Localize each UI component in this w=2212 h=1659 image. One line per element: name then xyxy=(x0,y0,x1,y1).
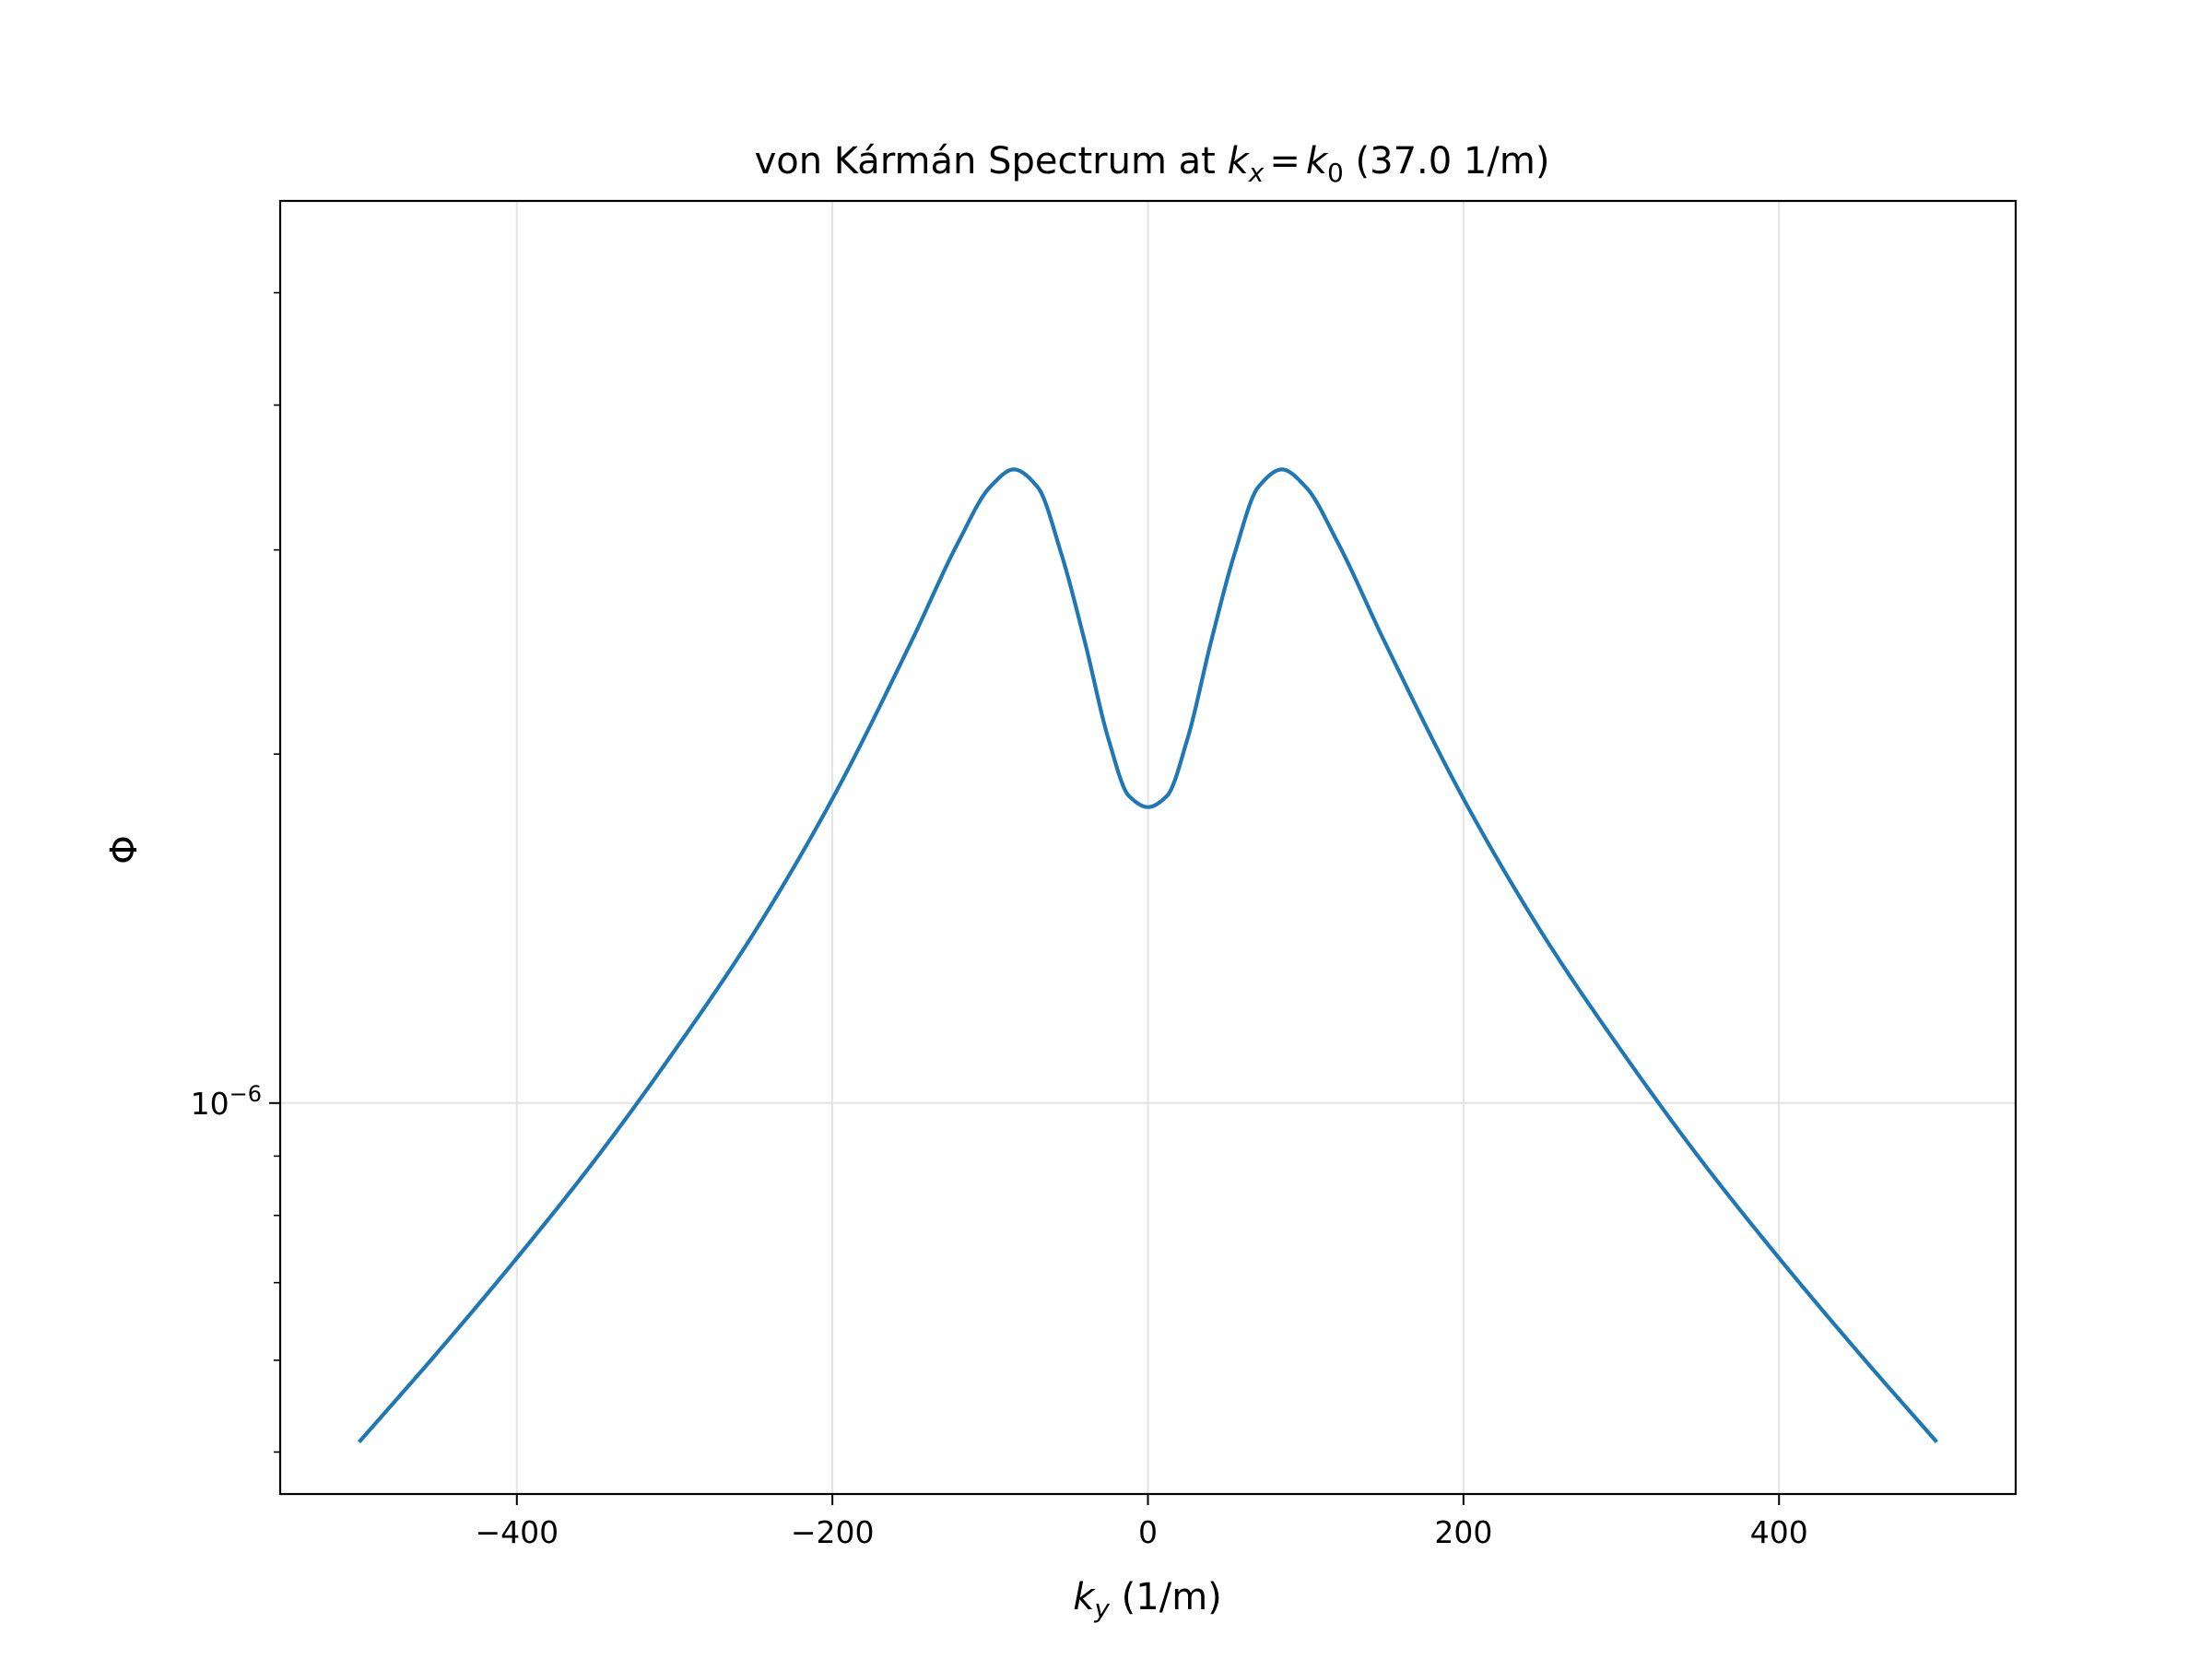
y-axis-label: Φ xyxy=(103,835,146,864)
grid-layer xyxy=(280,201,2016,1494)
chart-title: von Kármán Spectrum at kx = k0 (37.0 1/m) xyxy=(755,140,1550,188)
x-tick-label: −200 xyxy=(791,1514,875,1550)
y-tick-label: 10−6 xyxy=(191,1081,262,1122)
series-line xyxy=(358,467,1938,1444)
tick-layer: −400 −200 0 200 400 10−6 xyxy=(191,291,1808,1550)
x-tick-label: 0 xyxy=(1138,1514,1158,1550)
x-tick-label: −400 xyxy=(475,1514,559,1550)
x-tick-label: 400 xyxy=(1750,1514,1808,1550)
series-layer xyxy=(358,467,1938,1444)
x-tick-label: 200 xyxy=(1434,1514,1492,1550)
x-axis-label: ky (1/m) xyxy=(1073,1576,1222,1624)
